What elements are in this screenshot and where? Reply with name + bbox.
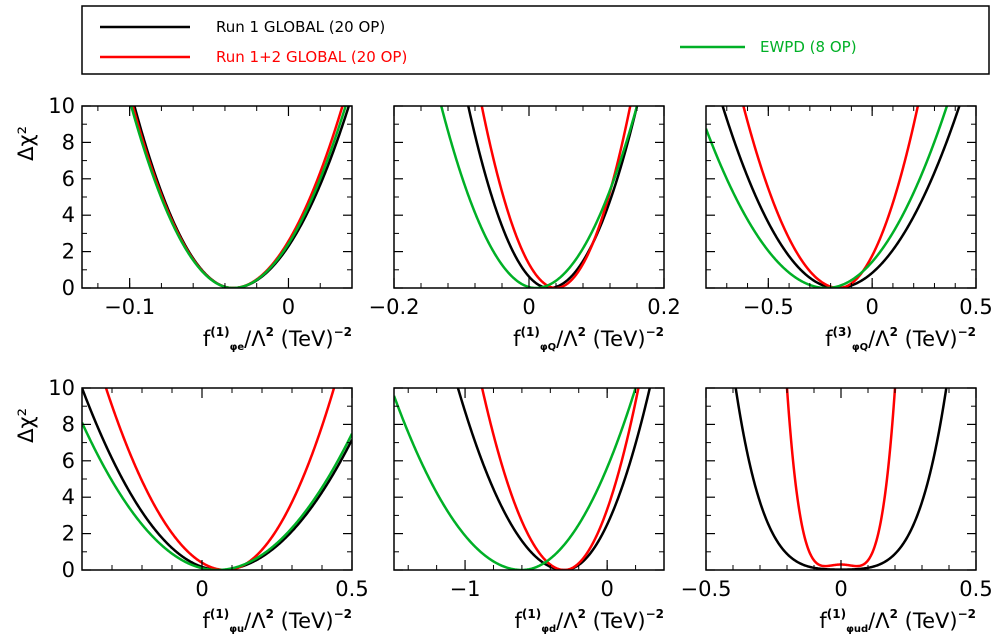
panel-phi-d: −1 0 f(1)φd/Λ2 (TeV)−2 bbox=[393, 387, 665, 635]
series-line-ewpd bbox=[394, 388, 637, 570]
y-tick-label: 6 bbox=[62, 167, 75, 191]
y-tick-label: 0 bbox=[62, 276, 75, 300]
y-axis-title: Δχ² bbox=[14, 408, 38, 443]
panel-phi-ud: −0.5 0 0.5 f(1)φud/Λ2 (TeV)−2 bbox=[681, 387, 993, 635]
legend: Run 1 GLOBAL (20 OP) Run 1+2 GLOBAL (20 … bbox=[81, 5, 990, 75]
series-line-run1 bbox=[721, 106, 961, 288]
series-line-run1 bbox=[82, 388, 352, 570]
legend-label-run1: Run 1 GLOBAL (20 OP) bbox=[216, 18, 385, 36]
x-tick-label: 0.2 bbox=[647, 295, 680, 319]
series-line-run12 bbox=[785, 388, 897, 568]
x-axis-title: f(1)φu/Λ2 (TeV)−2 bbox=[202, 607, 352, 635]
series-line-run12 bbox=[104, 388, 336, 570]
series-line-run1 bbox=[456, 388, 652, 570]
x-axis-title: f(1)φd/Λ2 (TeV)−2 bbox=[514, 607, 664, 635]
y-tick-label: 4 bbox=[62, 485, 75, 509]
y-tick-label: 2 bbox=[62, 240, 75, 264]
y-tick-label: 2 bbox=[62, 522, 75, 546]
y-tick-label: 10 bbox=[48, 94, 75, 118]
y-tick-label: 8 bbox=[62, 412, 75, 436]
x-axis-title: f(1)φQ/Λ2 (TeV)−2 bbox=[513, 325, 664, 353]
plot-frame bbox=[705, 387, 977, 571]
x-tick-label: 0.5 bbox=[959, 577, 992, 601]
x-tick-label: 0 bbox=[600, 577, 613, 601]
y-axis-title: Δχ² bbox=[14, 126, 38, 161]
x-tick-label: 0.5 bbox=[335, 577, 368, 601]
series-line-run12 bbox=[742, 106, 920, 288]
x-axis-title: f(3)φQ/Λ2 (TeV)−2 bbox=[825, 325, 976, 353]
legend-frame bbox=[81, 5, 990, 75]
legend-label-ewpd: EWPD (8 OP) bbox=[760, 38, 857, 56]
x-tick-label: −1 bbox=[450, 577, 481, 601]
x-tick-label: −0.2 bbox=[369, 295, 420, 319]
x-axis-title: f(1)φe/Λ2 (TeV)−2 bbox=[203, 325, 352, 353]
y-tick-label: 6 bbox=[62, 449, 75, 473]
x-tick-label: −0.1 bbox=[104, 295, 155, 319]
y-tick-label: 8 bbox=[62, 130, 75, 154]
x-tick-label: 0.5 bbox=[959, 295, 992, 319]
panel-phi-u: 0 2 4 6 8 10 0 0.5 f(1)φu/Λ2 (TeV)−2 bbox=[48, 376, 368, 635]
series-line-ewpd bbox=[439, 106, 639, 288]
y-tick-label: 4 bbox=[62, 203, 75, 227]
x-tick-label: 0 bbox=[195, 577, 208, 601]
x-tick-label: 0 bbox=[865, 295, 878, 319]
series-line-ewpd bbox=[82, 422, 352, 570]
y-tick-label: 0 bbox=[62, 558, 75, 582]
series-line-run1 bbox=[133, 106, 351, 288]
plot-frame bbox=[705, 105, 977, 289]
x-tick-label: 0 bbox=[834, 577, 847, 601]
x-tick-label: −0.5 bbox=[681, 577, 732, 601]
x-tick-label: 0 bbox=[282, 295, 295, 319]
panel-phi-q1: −0.2 0 0.2 f(1)φQ/Λ2 (TeV)−2 bbox=[369, 105, 681, 353]
series-line-run12 bbox=[480, 388, 640, 570]
panel-phi-e: 0 2 4 6 8 10 −0.1 0 f(1)φe/Λ2 (TeV)−2 bbox=[48, 94, 353, 353]
series-line-run12 bbox=[480, 106, 632, 288]
panel-phi-q3: −0.5 0 0.5 f(3)φQ/Λ2 (TeV)−2 bbox=[705, 105, 993, 353]
x-axis-title: f(1)φud/Λ2 (TeV)−2 bbox=[819, 607, 976, 635]
legend-label-run12: Run 1+2 GLOBAL (20 OP) bbox=[216, 48, 407, 66]
series-line-run1 bbox=[734, 388, 948, 570]
x-tick-label: −0.5 bbox=[743, 295, 794, 319]
series-line-run1 bbox=[466, 106, 639, 288]
y-tick-label: 10 bbox=[48, 376, 75, 400]
x-tick-label: 0 bbox=[522, 295, 535, 319]
